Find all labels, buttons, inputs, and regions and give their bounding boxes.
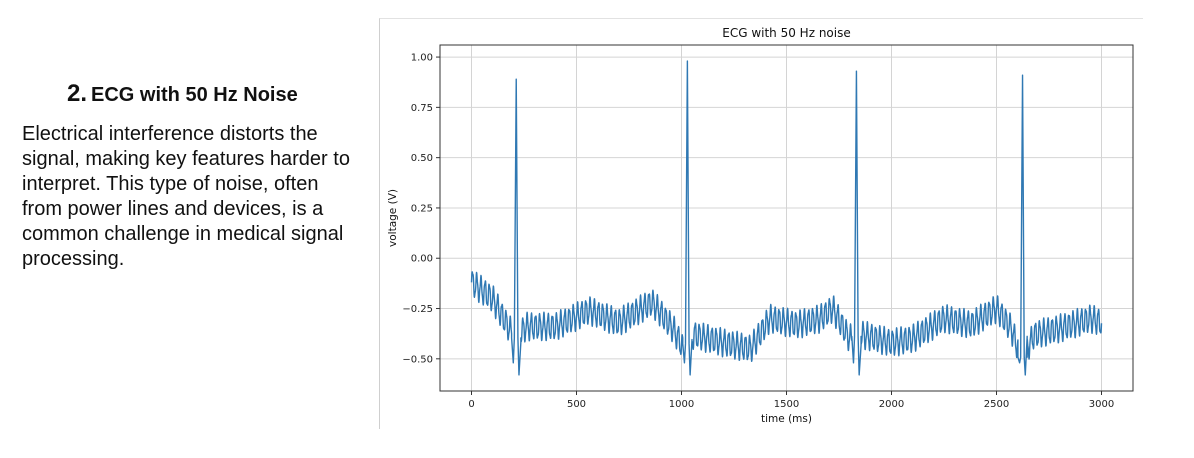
description-panel: 2. ECG with 50 Hz Noise Electrical interf… bbox=[22, 80, 362, 272]
chart-title: ECG with 50 Hz noise bbox=[722, 26, 850, 40]
x-tick-label: 500 bbox=[567, 399, 586, 410]
series-layer bbox=[470, 60, 1103, 376]
chart-frame: 0 500 1000 1500 2000 2500 3000 1.00 0.75 0.50 0.25… bbox=[379, 18, 1143, 429]
y-tick-label: 1.00 bbox=[411, 53, 433, 64]
y-tick-label: −0.25 bbox=[402, 304, 433, 315]
x-tick-label: 0 bbox=[468, 399, 474, 410]
section-title: ECG with 50 Hz Noise bbox=[91, 84, 298, 106]
y-axis-label: voltage (V) bbox=[387, 189, 399, 247]
y-tick-label: 0.50 bbox=[411, 153, 433, 164]
x-tick-label: 2000 bbox=[879, 399, 904, 410]
ecg-chart: 0 500 1000 1500 2000 2500 3000 1.00 0.75 0.50 0.25… bbox=[387, 26, 1134, 425]
y-tick-label: −0.50 bbox=[402, 354, 433, 365]
x-tick-label: 3000 bbox=[1089, 399, 1114, 410]
y-tick-label: 0.75 bbox=[411, 103, 433, 114]
y-tick-label: 0.25 bbox=[411, 203, 433, 214]
tick-marks: 0 500 1000 1500 2000 2500 3000 1.00 0.75 0.50 0.25… bbox=[402, 53, 1114, 410]
section-heading: 2. ECG with 50 Hz Noise bbox=[67, 80, 362, 108]
x-tick-label: 2500 bbox=[984, 399, 1009, 410]
x-axis-label: time (ms) bbox=[761, 413, 812, 425]
ecg-signal-line bbox=[470, 60, 1103, 376]
section-number: 2. bbox=[67, 80, 88, 107]
description-text: Electrical interference distorts the sig… bbox=[22, 123, 350, 270]
x-tick-label: 1000 bbox=[669, 399, 694, 410]
x-tick-label: 1500 bbox=[774, 399, 799, 410]
grid-lines bbox=[440, 45, 1133, 391]
y-tick-label: 0.00 bbox=[411, 254, 433, 265]
